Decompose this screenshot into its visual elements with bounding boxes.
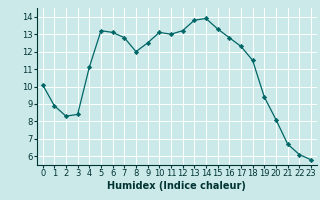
X-axis label: Humidex (Indice chaleur): Humidex (Indice chaleur) xyxy=(108,181,246,191)
